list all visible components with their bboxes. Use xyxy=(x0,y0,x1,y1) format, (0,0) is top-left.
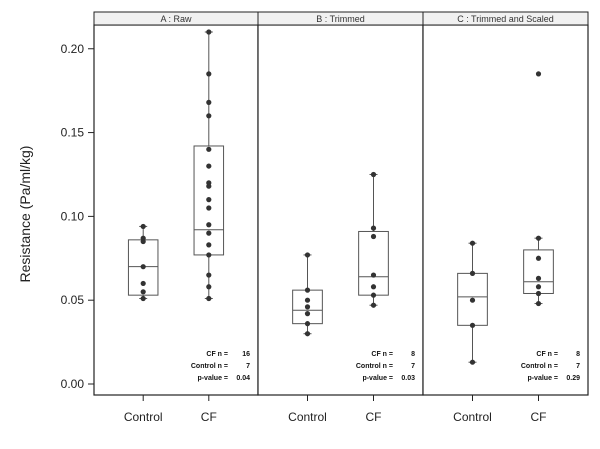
data-point xyxy=(370,292,377,298)
data-point xyxy=(370,284,377,290)
panels: A : Raw Control CF CF n = 16 Control n = 7 p-va… xyxy=(93,11,589,424)
stat-label: p-value = xyxy=(362,375,393,382)
data-point xyxy=(140,264,146,270)
data-point xyxy=(535,300,542,307)
data-point xyxy=(206,205,212,211)
data-point xyxy=(469,240,476,246)
panel-frame xyxy=(257,24,424,396)
data-point xyxy=(535,284,542,290)
panel-2: B : Trimmed Control CF CF n = 8 Control n = 7 p… xyxy=(257,11,424,424)
data-point xyxy=(535,71,542,77)
data-point xyxy=(206,230,212,236)
stat-value: 0.29 xyxy=(566,375,580,382)
data-point xyxy=(370,171,377,178)
panel-title: B : Trimmed xyxy=(316,14,365,24)
data-point xyxy=(535,255,542,261)
x-category-label: Control xyxy=(288,410,327,424)
x-category-label: CF xyxy=(366,410,382,424)
data-point xyxy=(469,270,476,276)
box-control xyxy=(457,240,488,365)
panel-strip xyxy=(422,11,589,26)
data-point xyxy=(206,222,212,228)
panel-title: A : Raw xyxy=(160,14,192,24)
y-tick-label: 0.20 xyxy=(61,42,85,56)
data-point xyxy=(140,235,146,241)
data-point xyxy=(370,302,377,308)
stat-value: 7 xyxy=(411,363,415,370)
data-point xyxy=(206,180,212,186)
data-point xyxy=(206,295,212,302)
data-point xyxy=(535,235,542,241)
data-point xyxy=(535,275,542,281)
data-point xyxy=(535,290,542,297)
stat-value: 16 xyxy=(242,351,250,358)
box-cf xyxy=(358,171,389,308)
data-point xyxy=(304,297,311,303)
panel-3: C : Trimmed and Scaled Control CF CF n = 8 Co… xyxy=(422,11,589,424)
data-point xyxy=(469,359,476,365)
data-point xyxy=(304,331,311,337)
data-point xyxy=(304,304,311,310)
stat-value: 0.04 xyxy=(236,375,250,382)
data-point xyxy=(304,287,311,293)
x-category-label: Control xyxy=(453,410,492,424)
stat-label: CF n = xyxy=(536,351,558,358)
y-tick-label: 0.00 xyxy=(61,377,85,391)
data-point xyxy=(206,272,212,278)
data-point xyxy=(469,297,476,303)
panel-title: C : Trimmed and Scaled xyxy=(457,14,554,24)
data-point xyxy=(206,113,212,119)
data-point xyxy=(206,146,212,152)
box-cf xyxy=(193,29,225,302)
data-point xyxy=(370,233,377,240)
stat-label: Control n = xyxy=(356,363,393,370)
stat-label: p-value = xyxy=(527,375,558,382)
y-axis-title: Resistance (Pa/ml/kg) xyxy=(17,146,33,283)
data-point xyxy=(206,99,212,105)
stat-label: CF n = xyxy=(371,351,393,358)
data-point xyxy=(140,295,146,302)
y-axis: 0.00 0.05 0.10 0.15 0.20 xyxy=(61,25,95,395)
data-point xyxy=(304,321,311,327)
data-point xyxy=(206,71,212,77)
box-control xyxy=(292,252,323,337)
panel-frame xyxy=(93,24,259,396)
stat-label: Control n = xyxy=(191,363,228,370)
stat-label: p-value = xyxy=(197,375,228,382)
data-point xyxy=(206,163,212,169)
data-point xyxy=(206,284,212,290)
stat-label: Control n = xyxy=(521,363,558,370)
y-tick-label: 0.05 xyxy=(61,293,85,307)
data-point xyxy=(140,280,146,287)
data-point xyxy=(206,197,212,203)
x-category-label: CF xyxy=(201,410,217,424)
data-point xyxy=(304,311,311,317)
y-tick-label: 0.15 xyxy=(61,126,85,140)
data-point xyxy=(370,225,377,231)
panel-frame xyxy=(422,24,589,396)
box-control xyxy=(127,223,159,302)
stat-value: 7 xyxy=(576,363,580,370)
x-category-label: Control xyxy=(124,410,163,424)
data-point xyxy=(304,252,311,258)
stat-label: CF n = xyxy=(206,351,228,358)
data-point xyxy=(370,272,377,278)
panel-1: A : Raw Control CF CF n = 16 Control n = 7 p-va… xyxy=(93,11,259,424)
data-point xyxy=(206,252,212,258)
data-point xyxy=(140,223,146,230)
box-cf xyxy=(523,71,554,307)
data-point xyxy=(206,242,212,248)
x-category-label: CF xyxy=(531,410,547,424)
data-point xyxy=(140,289,146,295)
stat-value: 7 xyxy=(246,363,250,370)
stat-value: 0.03 xyxy=(401,375,415,382)
stat-value: 8 xyxy=(411,351,415,358)
data-point xyxy=(469,322,476,328)
data-point xyxy=(206,29,212,35)
y-tick-label: 0.10 xyxy=(61,209,85,223)
stat-value: 8 xyxy=(576,351,580,358)
